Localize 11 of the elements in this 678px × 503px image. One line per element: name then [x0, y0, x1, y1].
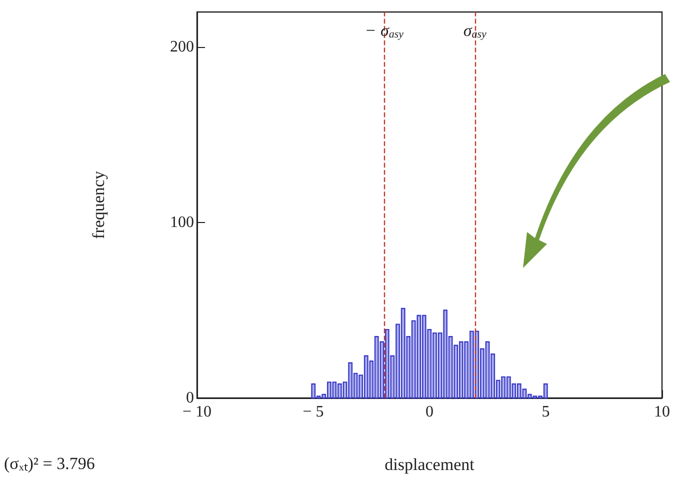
x-axis-title: displacement	[384, 455, 475, 474]
x-tick-label: − 10	[182, 404, 212, 420]
text: (σₓₜ)² = 3.796	[4, 454, 95, 473]
y-tick-label: 200	[170, 38, 194, 56]
x-tick-label: 10	[654, 404, 670, 420]
y-tick-label: 0	[186, 390, 194, 406]
y-tick-label: 100	[170, 214, 194, 232]
x-tick-label: 5	[542, 404, 550, 420]
x-tick-label: 0	[426, 404, 434, 420]
y-axis-title: frequency	[89, 170, 108, 239]
x-tick-label: − 5	[302, 404, 324, 420]
